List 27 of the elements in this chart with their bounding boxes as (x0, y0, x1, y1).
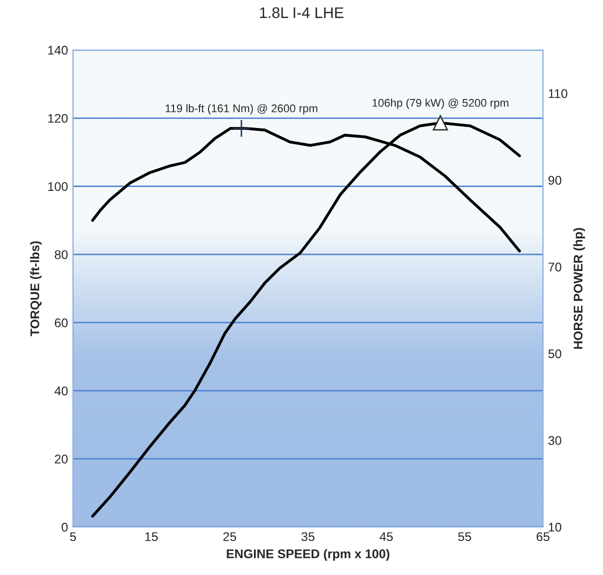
x-tick-label: 65 (536, 532, 550, 542)
x-tick-label: 25 (223, 532, 236, 542)
y2-axis-title: HORSE POWER (hp) (573, 228, 585, 349)
x-tick-label: 45 (380, 532, 393, 542)
y2-tick-label: 70 (548, 262, 562, 272)
y2-tick-label: 30 (548, 436, 562, 445)
y-tick-label: 0 (62, 522, 68, 532)
annotation: 106hp (79 kW) @ 5200 rpm (372, 98, 508, 109)
y-tick-label: 120 (48, 114, 68, 123)
x-tick-label: 15 (145, 532, 158, 542)
y-tick-label: 100 (48, 182, 68, 191)
y-tick-label: 20 (54, 454, 68, 464)
x-tick-label: 5 (70, 532, 76, 542)
chart-title: 1.8L I-4 LHE (260, 7, 344, 18)
y-tick-label: 40 (54, 386, 68, 396)
y2-tick-label: 50 (548, 349, 562, 358)
x-axis-title: ENGINE SPEED (rpm x 100) (226, 549, 390, 561)
y-axis-title: TORQUE (ft-lbs) (30, 241, 42, 336)
x-tick-label: 35 (302, 532, 314, 542)
y2-tick-label: 10 (548, 522, 562, 532)
annotation: 119 lb-ft (161 Nm) @ 2600 rpm (166, 104, 318, 114)
y-tick-label: 80 (54, 250, 68, 260)
y-tick-label: 60 (54, 318, 68, 328)
y2-tick-label: 90 (548, 176, 562, 185)
x-tick-label: 55 (458, 532, 472, 542)
y2-tick-label: 110 (548, 89, 568, 98)
y-tick-label: 140 (48, 46, 68, 55)
